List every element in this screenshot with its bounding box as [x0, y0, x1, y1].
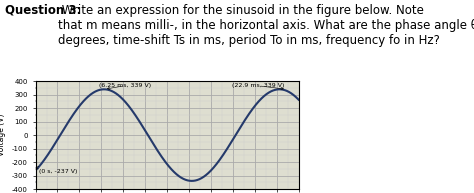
Text: Write an expression for the sinusoid in the figure below. Note
that m means mill: Write an expression for the sinusoid in …: [58, 4, 474, 47]
Y-axis label: Voltage (V): Voltage (V): [0, 114, 6, 156]
Text: (22.9 ms, 339 V): (22.9 ms, 339 V): [232, 83, 284, 90]
Text: (6.25 ms, 339 V): (6.25 ms, 339 V): [99, 83, 151, 90]
Text: (0 s, -237 V): (0 s, -237 V): [36, 167, 77, 174]
Text: Question 3:: Question 3:: [5, 4, 81, 17]
